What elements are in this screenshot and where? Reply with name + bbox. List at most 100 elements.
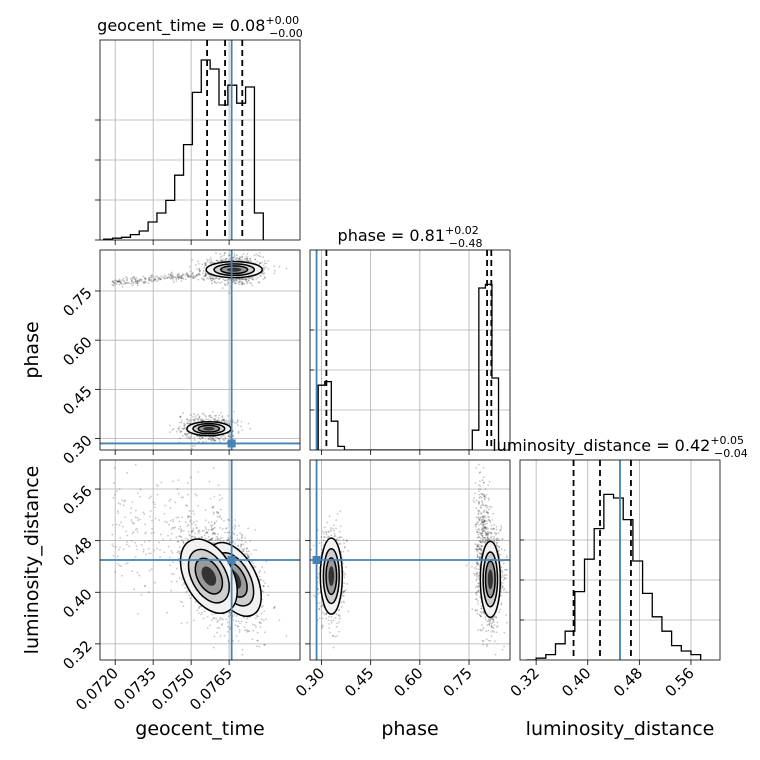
sample-point [221, 416, 223, 419]
sample-point [197, 413, 199, 416]
sample-point [205, 415, 207, 418]
sample-point [477, 582, 480, 585]
sample-point [480, 532, 483, 535]
sample-point [232, 257, 234, 259]
sample-point [262, 590, 265, 593]
sample-point [210, 539, 212, 541]
sample-point [186, 422, 189, 425]
sample-point [488, 622, 491, 625]
sample-point [150, 276, 153, 279]
sample-point [144, 531, 147, 534]
sample-point [215, 617, 218, 620]
sample-point [273, 607, 276, 609]
sample-point [204, 537, 207, 540]
sample-point [234, 542, 237, 545]
sample-point [483, 536, 486, 539]
sample-point [184, 423, 186, 426]
histogram-step-phase [317, 283, 506, 450]
sample-point [262, 268, 265, 271]
sample-point [236, 419, 239, 422]
sample-point [204, 274, 207, 277]
sample-point [338, 620, 340, 623]
sample-point [256, 615, 259, 618]
sample-point [186, 504, 188, 507]
sample-point [273, 269, 276, 272]
sample-point [111, 533, 114, 536]
sample-point [201, 412, 204, 415]
sample-point [222, 278, 224, 281]
sample-point [207, 536, 210, 538]
sample-point [285, 635, 288, 637]
sample-point [219, 616, 222, 619]
sample-point [166, 276, 168, 279]
sample-point [210, 537, 213, 540]
sample-point [147, 547, 150, 550]
sample-point [119, 281, 121, 283]
sample-point [158, 276, 160, 279]
sample-point [211, 533, 214, 535]
scatter-phase-luminosity_distance [310, 460, 510, 660]
sample-point [198, 441, 201, 443]
sample-point [208, 414, 210, 417]
sample-point [167, 534, 169, 537]
sample-point [204, 262, 207, 265]
sample-point [235, 259, 238, 261]
sample-point [210, 436, 213, 439]
sample-point [492, 537, 495, 540]
sample-point [179, 452, 181, 454]
sample-point [218, 260, 221, 263]
sample-point [476, 598, 478, 600]
sample-point [182, 542, 185, 544]
sample-point [475, 572, 478, 575]
sample-point [479, 614, 481, 617]
sample-point [187, 273, 189, 276]
sample-point [240, 420, 243, 423]
sample-point [117, 280, 120, 282]
sample-point [220, 259, 223, 262]
sample-point [211, 437, 214, 440]
sample-point [213, 522, 216, 525]
sample-point [180, 276, 182, 279]
sample-point [227, 420, 229, 422]
sample-point [160, 275, 163, 278]
sample-point [215, 277, 218, 279]
sample-point [223, 252, 226, 255]
sample-point [177, 427, 180, 430]
sample-point [203, 266, 206, 269]
sample-point [233, 278, 236, 281]
sample-point [261, 606, 263, 608]
sample-point [125, 278, 128, 281]
sample-point [187, 432, 189, 435]
sample-point [505, 568, 508, 571]
sample-point [172, 520, 175, 523]
sample-point [233, 252, 236, 255]
sample-point [252, 629, 255, 632]
sample-point [214, 440, 217, 442]
sample-point [179, 535, 182, 538]
sample-point [193, 445, 196, 447]
sample-point [221, 415, 224, 418]
sample-point [191, 536, 193, 539]
sample-point [245, 279, 248, 281]
sample-point [503, 578, 506, 580]
sample-point [238, 631, 241, 633]
sample-point [487, 629, 490, 632]
sample-point [202, 413, 205, 416]
sample-point [236, 257, 239, 259]
sample-point [343, 571, 345, 574]
sample-point [132, 281, 135, 284]
sample-point [219, 516, 222, 519]
sample-point [201, 436, 204, 439]
sample-point [125, 562, 127, 565]
sample-point [487, 515, 489, 518]
sample-point [238, 258, 241, 261]
sample-point [144, 281, 147, 284]
sample-point [327, 619, 330, 621]
sample-point [181, 427, 184, 430]
sample-point [180, 430, 183, 433]
sample-point [229, 626, 231, 629]
sample-point [180, 280, 183, 282]
sample-point [131, 276, 134, 279]
sample-point [485, 520, 488, 523]
sample-point [147, 591, 150, 594]
